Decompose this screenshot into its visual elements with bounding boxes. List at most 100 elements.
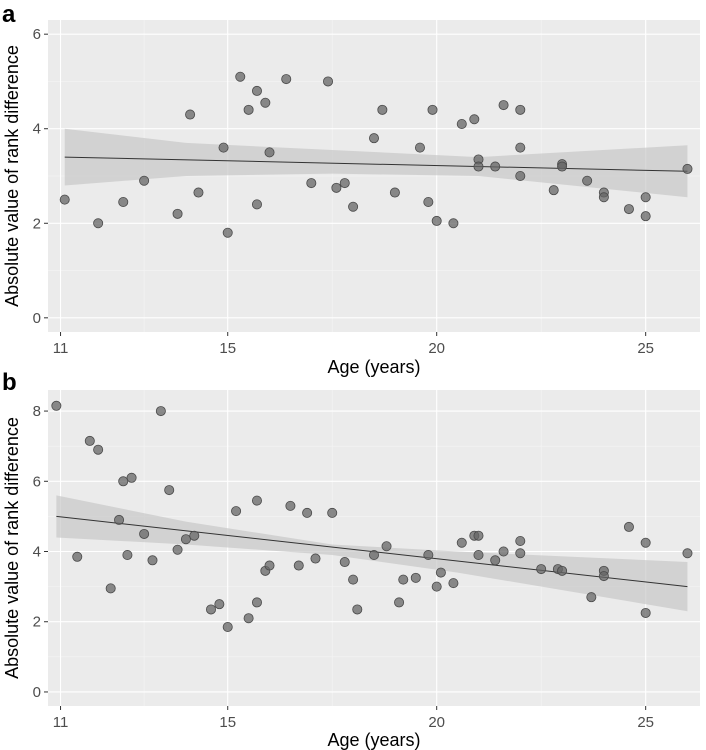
data-point <box>498 100 509 111</box>
data-point <box>339 178 350 189</box>
data-point <box>448 578 459 589</box>
data-point <box>222 227 233 238</box>
data-point <box>251 199 262 210</box>
data-point <box>327 507 338 518</box>
data-point <box>118 476 129 487</box>
panel-b-x-axis-title: Age (years) <box>327 730 420 750</box>
panel-b-y-axis-title: Absolute value of rank difference <box>2 417 22 679</box>
data-point <box>368 550 379 561</box>
data-point <box>243 613 254 624</box>
data-point <box>139 528 150 539</box>
data-point <box>281 74 292 85</box>
data-point <box>640 192 651 203</box>
panel-b-y-ticks: 0 2 4 6 8 <box>33 403 48 701</box>
data-point <box>59 194 70 205</box>
data-point <box>473 530 484 541</box>
data-point <box>114 514 125 525</box>
data-point <box>218 142 229 153</box>
data-point <box>557 161 568 172</box>
data-point <box>410 572 421 583</box>
panel-a-tag: a <box>2 1 16 28</box>
data-point <box>264 560 275 571</box>
data-point <box>640 537 651 548</box>
panel-b-tag: b <box>2 369 17 396</box>
y-tick-label: 0 <box>33 310 41 327</box>
data-point <box>264 147 275 158</box>
data-point <box>473 161 484 172</box>
y-tick-label: 6 <box>33 26 41 43</box>
data-point <box>490 555 501 566</box>
data-point <box>339 557 350 568</box>
data-point <box>348 574 359 585</box>
data-point <box>214 599 225 610</box>
data-point <box>93 444 104 455</box>
data-point <box>84 435 95 446</box>
data-point <box>172 208 183 219</box>
data-point <box>164 485 175 496</box>
data-point <box>515 142 526 153</box>
data-point <box>243 104 254 115</box>
data-point <box>222 622 233 633</box>
data-point <box>515 548 526 559</box>
data-point <box>682 548 693 559</box>
data-point <box>456 119 467 130</box>
data-point <box>139 175 150 186</box>
data-point <box>93 218 104 229</box>
data-point <box>251 495 262 506</box>
x-tick-label: 20 <box>428 714 445 731</box>
data-point <box>331 182 342 193</box>
x-tick-label: 11 <box>53 340 69 357</box>
data-point <box>498 546 509 557</box>
data-point <box>122 550 133 561</box>
data-point <box>490 161 501 172</box>
data-point <box>515 104 526 115</box>
data-point <box>306 178 317 189</box>
data-point <box>582 175 593 186</box>
data-point <box>348 201 359 212</box>
panel-a-points <box>59 71 693 238</box>
x-tick-label: 15 <box>219 340 236 357</box>
data-point <box>557 565 568 576</box>
data-point <box>598 192 609 203</box>
data-point <box>205 604 216 615</box>
data-point <box>302 507 313 518</box>
data-point <box>394 597 405 608</box>
data-point <box>185 109 196 120</box>
data-point <box>147 555 158 566</box>
data-point <box>155 406 166 417</box>
data-point <box>536 564 547 575</box>
data-point <box>310 553 321 564</box>
data-point <box>118 196 129 207</box>
data-point <box>260 97 271 108</box>
data-point <box>431 581 442 592</box>
x-tick-label: 25 <box>637 340 654 357</box>
data-point <box>448 218 459 229</box>
data-point <box>189 530 200 541</box>
y-tick-label: 0 <box>33 684 41 701</box>
data-point <box>398 574 409 585</box>
data-point <box>352 604 363 615</box>
data-point <box>623 521 634 532</box>
data-point <box>640 211 651 222</box>
data-point <box>231 506 242 517</box>
panel-a-y-ticks: 0 2 4 6 <box>33 26 48 327</box>
data-point <box>423 196 434 207</box>
y-tick-label: 8 <box>33 403 41 420</box>
data-point <box>389 187 400 198</box>
x-tick-label: 20 <box>428 340 445 357</box>
data-point <box>598 571 609 582</box>
data-point <box>586 592 597 603</box>
data-point <box>51 400 62 411</box>
data-point <box>251 597 262 608</box>
data-point <box>180 534 191 545</box>
panel-a-y-axis-title: Absolute value of rank difference <box>2 45 22 307</box>
data-point <box>235 71 246 82</box>
data-point <box>435 567 446 578</box>
x-tick-label: 25 <box>637 714 654 731</box>
data-point <box>515 535 526 546</box>
panel-a-x-ticks: 11 15 20 25 <box>53 332 654 357</box>
data-point <box>456 537 467 548</box>
data-point <box>172 544 183 555</box>
data-point <box>640 607 651 618</box>
data-point <box>368 133 379 144</box>
